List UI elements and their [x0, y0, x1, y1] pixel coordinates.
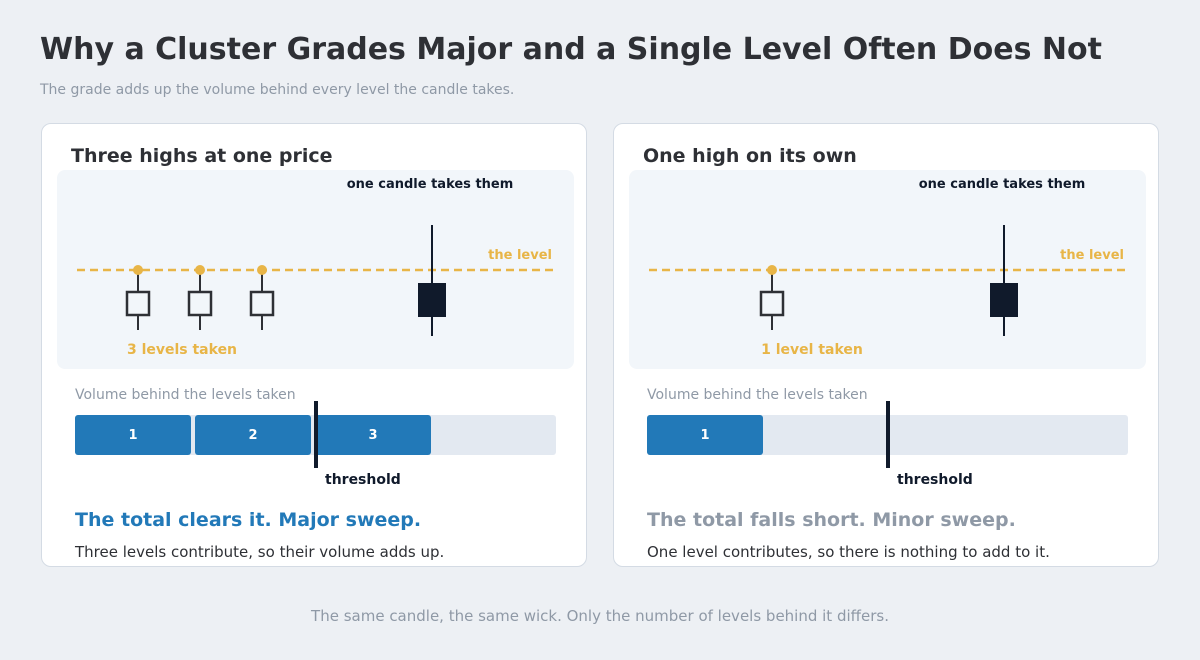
prior-high-candle-1	[759, 265, 785, 330]
volume-label: Volume behind the levels taken	[75, 387, 296, 403]
volume-segment-2: 2	[195, 415, 311, 455]
verdict-minor: The total falls short. Minor sweep.	[647, 509, 1016, 531]
volume-label: Volume behind the levels taken	[647, 387, 868, 403]
footer-note: The same candle, the same wick. Only the…	[311, 607, 889, 625]
threshold-marker	[314, 401, 318, 468]
sweep-candle	[990, 225, 1018, 336]
page-title: Why a Cluster Grades Major and a Single …	[40, 32, 1102, 67]
threshold-label: threshold	[897, 472, 973, 488]
panel-title: One high on its own	[643, 145, 857, 167]
single-level-panel: One high on its own one candle takes the…	[613, 123, 1159, 567]
high-marker	[767, 265, 777, 275]
page-subtitle: The grade adds up the volume behind ever…	[40, 82, 515, 98]
high-marker	[133, 265, 143, 275]
explanation: One level contributes, so there is nothi…	[647, 543, 1050, 561]
threshold-label: threshold	[325, 472, 401, 488]
threshold-marker	[886, 401, 890, 468]
price-chart: one candle takes them the level	[57, 170, 574, 369]
explanation: Three levels contribute, so their volume…	[75, 543, 445, 561]
volume-segment-1: 1	[647, 415, 763, 455]
candle-annotation: one candle takes them	[347, 177, 514, 192]
price-chart: one candle takes them the level 1 level …	[629, 170, 1146, 369]
sweep-candle	[418, 225, 446, 336]
high-marker	[195, 265, 205, 275]
price-chart-svg: one candle takes them the level	[77, 177, 553, 358]
level-label: the level	[488, 248, 552, 263]
volume-segment-3: 3	[315, 415, 431, 455]
price-chart-svg: one candle takes them the level 1 level …	[649, 177, 1125, 358]
level-label: the level	[1060, 248, 1124, 263]
prior-high-candle-3	[249, 265, 275, 330]
cluster-panel: Three highs at one price one candle take…	[41, 123, 587, 567]
levels-taken-label: 3 levels taken	[127, 342, 237, 358]
panel-title: Three highs at one price	[71, 145, 333, 167]
verdict-major: The total clears it. Major sweep.	[75, 509, 422, 531]
high-marker	[257, 265, 267, 275]
prior-high-candle-2	[187, 265, 213, 330]
volume-segment-1: 1	[75, 415, 191, 455]
levels-taken-label: 1 level taken	[761, 342, 863, 358]
prior-high-candle-1	[125, 265, 151, 330]
candle-annotation: one candle takes them	[919, 177, 1086, 192]
